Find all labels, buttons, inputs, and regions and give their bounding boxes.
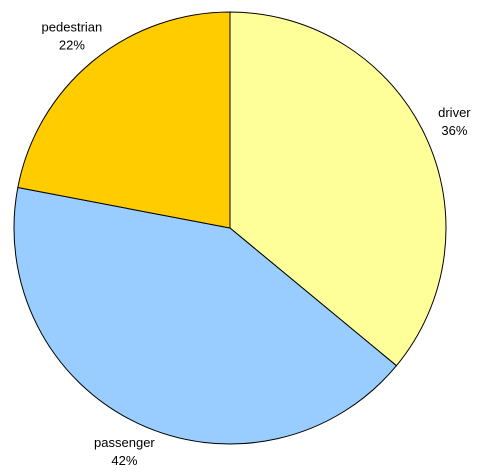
- slice-label: driver: [438, 105, 471, 120]
- pie-slice: [229, 11, 447, 367]
- slice-label: pedestrian: [42, 19, 103, 34]
- pie-slice: [13, 186, 398, 445]
- slice-value-label: 36%: [441, 123, 467, 138]
- slice-value-label: 42%: [111, 453, 137, 468]
- slice-label: passenger: [94, 435, 155, 450]
- pie-slice: [17, 11, 231, 229]
- slice-value-label: 22%: [59, 37, 85, 52]
